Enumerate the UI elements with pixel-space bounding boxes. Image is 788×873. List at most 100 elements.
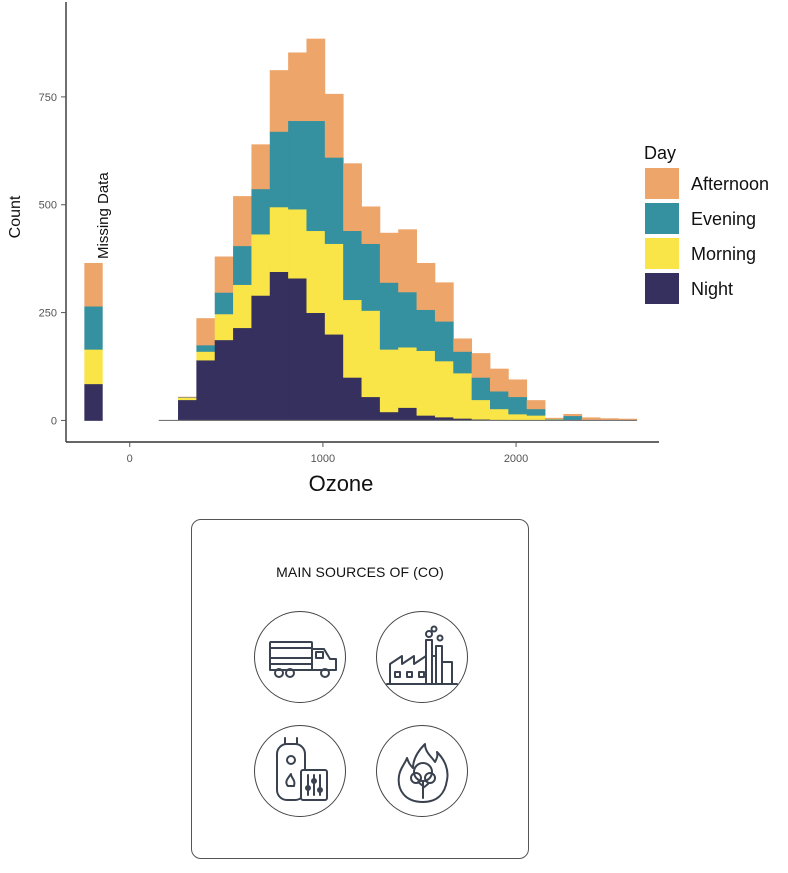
- bar-afternoon-13: [398, 229, 417, 293]
- legend-label-morning: Morning: [691, 244, 756, 264]
- bar-afternoon-12: [379, 232, 399, 283]
- missing-segment-evening: [84, 306, 103, 350]
- bar-night-9: [324, 334, 344, 421]
- bar-afternoon-24: [600, 418, 619, 421]
- bar-evening-16: [453, 351, 473, 374]
- bar-afternoon-14: [416, 262, 436, 310]
- bar-evening-22: [563, 415, 583, 421]
- bar-night-5: [251, 295, 271, 421]
- legend-swatch-evening: [645, 203, 679, 234]
- bar-evening-4: [233, 245, 252, 285]
- bar-afternoon-4: [233, 196, 252, 247]
- x-tick-label: 2000: [504, 453, 528, 465]
- sources-title: MAIN SOURCES OF (CO): [276, 564, 444, 580]
- bar-morning-19: [508, 413, 528, 421]
- bar-night-2: [196, 360, 216, 421]
- bar-afternoon-5: [251, 144, 271, 190]
- bar-morning-7: [288, 209, 307, 279]
- legend-label-night: Night: [691, 279, 733, 299]
- bar-evening-15: [434, 321, 454, 362]
- legend-label-afternoon: Afternoon: [691, 174, 769, 194]
- bar-evening-2: [196, 344, 216, 352]
- bar-afternoon-18: [489, 368, 509, 392]
- bar-night-11: [361, 396, 381, 421]
- bar-afternoon-7: [288, 52, 307, 122]
- bar-evening-17: [471, 377, 491, 401]
- x-axis-title: Ozone: [309, 471, 374, 496]
- bar-night-14: [416, 415, 436, 421]
- bar-morning-17: [471, 399, 491, 420]
- bar-morning-12: [379, 349, 399, 413]
- bar-morning-20: [526, 415, 546, 421]
- bar-evening-19: [508, 396, 528, 415]
- bar-afternoon-8: [306, 38, 326, 122]
- y-axis-ticks: 0 250 500 750: [39, 92, 66, 427]
- ozone-histogram: 0 250 500 750 0 1000 2000 Ozone Count Missing…: [7, 2, 769, 496]
- bar-afternoon-25: [618, 418, 638, 421]
- missing-data-bar: [84, 262, 103, 421]
- bar-evening-11: [361, 243, 381, 311]
- y-tick-label: 750: [39, 92, 57, 104]
- x-axis-ticks: 0 1000 2000: [127, 442, 528, 465]
- bar-morning-4: [233, 284, 252, 329]
- bar-evening-1: [178, 397, 197, 398]
- bar-afternoon-10: [343, 163, 362, 232]
- bar-afternoon-17: [471, 353, 491, 378]
- bar-morning-5: [251, 234, 271, 296]
- bar-night-13: [398, 407, 417, 421]
- bar-night-7: [288, 278, 307, 421]
- bar-afternoon-6: [269, 70, 289, 132]
- bar-afternoon-22: [563, 413, 583, 417]
- bar-morning-10: [343, 299, 362, 378]
- bar-evening-3: [214, 292, 234, 315]
- bar-morning-14: [416, 350, 436, 416]
- bar-evening-10: [343, 230, 362, 301]
- truck-icon: [254, 611, 346, 703]
- bar-morning-15: [434, 360, 454, 418]
- bar-morning-9: [324, 243, 344, 335]
- bar-evening-12: [379, 282, 399, 350]
- bar-evening-6: [269, 131, 289, 208]
- bar-night-16: [453, 418, 473, 421]
- y-tick-label: 0: [51, 415, 57, 427]
- legend-title: Day: [644, 143, 676, 163]
- missing-segment-night: [84, 383, 103, 421]
- legend: Day Afternoon Evening Morning Night: [644, 143, 769, 304]
- bar-afternoon-15: [434, 282, 454, 322]
- wildfire-icon: [376, 725, 468, 817]
- bar-evening-13: [398, 291, 417, 348]
- bar-morning-8: [306, 230, 326, 313]
- bar-afternoon-16: [453, 338, 473, 352]
- bar-evening-20: [526, 408, 546, 416]
- x-tick-label: 1000: [311, 453, 335, 465]
- bar-morning-13: [398, 347, 417, 408]
- co-sources-panel: MAIN SOURCES OF (CO): [191, 519, 529, 859]
- bar-evening-5: [251, 188, 271, 235]
- bar-afternoon-1: [178, 396, 197, 398]
- bar-night-4: [233, 327, 252, 421]
- missing-data-label: Missing Data: [95, 172, 112, 259]
- y-tick-label: 250: [39, 308, 57, 320]
- bar-afternoon-19: [508, 379, 528, 398]
- bar-afternoon-23: [581, 417, 601, 420]
- bar-night-1: [178, 399, 197, 421]
- factory-icon: [376, 611, 468, 703]
- bar-evening-9: [324, 157, 344, 244]
- bar-evening-7: [288, 120, 307, 210]
- bar-evening-8: [306, 120, 326, 232]
- bar-evening-18: [489, 391, 509, 410]
- bar-night-8: [306, 312, 326, 421]
- missing-segment-morning: [84, 349, 103, 385]
- legend-swatch-night: [645, 273, 679, 304]
- bar-afternoon-3: [214, 256, 234, 293]
- bar-morning-11: [361, 310, 381, 398]
- x-tick-label: 0: [127, 453, 133, 465]
- bar-night-12: [379, 411, 399, 421]
- missing-segment-afternoon: [84, 262, 103, 307]
- bar-afternoon-2: [196, 318, 216, 346]
- legend-swatch-afternoon: [645, 168, 679, 199]
- bar-morning-16: [453, 372, 473, 419]
- bar-night-15: [434, 416, 454, 421]
- bar-night-6: [269, 271, 289, 421]
- water-heater-icon: [254, 725, 346, 817]
